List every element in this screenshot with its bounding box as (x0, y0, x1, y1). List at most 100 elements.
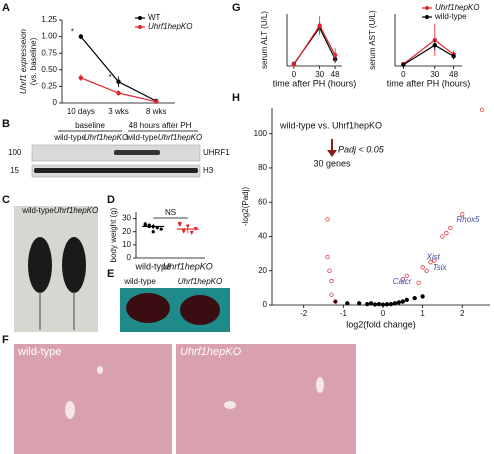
data-point (116, 90, 121, 96)
histology-label: wild-type (17, 346, 61, 358)
legend-label: Uhrf1hepKO (148, 22, 192, 31)
y-tick-label: 0 (127, 253, 132, 262)
blot-lane: Uhrf1hepKO (158, 133, 202, 142)
legend-marker (138, 25, 142, 29)
data-point (420, 294, 425, 299)
data-point (416, 280, 421, 285)
legend-marker (138, 16, 142, 20)
data-point (388, 301, 394, 307)
data-point (401, 62, 406, 67)
data-point (428, 260, 433, 265)
data-point (325, 254, 330, 260)
panel-letter: F (2, 334, 9, 346)
data-point (432, 258, 437, 263)
data-point (325, 217, 330, 222)
data-point (177, 221, 182, 226)
data-point (116, 79, 121, 84)
panel-letter: H (232, 92, 240, 104)
x-tick-label: Uhrf1hepKO (163, 261, 213, 271)
x-tick-label: 10 days (67, 107, 95, 116)
x-axis-label: log2(fold change) (346, 319, 416, 329)
data-point (345, 301, 350, 306)
legend-marker (425, 6, 429, 10)
photo-label: wild-type (21, 206, 54, 215)
data-point (151, 230, 155, 234)
y-tick-label: 10 (122, 240, 131, 249)
data-point (78, 75, 84, 80)
data-point (78, 34, 84, 39)
significance-label: NS (165, 208, 176, 217)
panel-letter: A (2, 2, 10, 14)
data-point (181, 229, 186, 234)
x-tick-label: 2 (460, 309, 465, 318)
gene-label: Rhox5 (456, 215, 480, 224)
data-point (357, 301, 362, 306)
x-tick-label: -1 (340, 309, 348, 318)
data-point (153, 99, 159, 104)
x-tick-label: 8 wks (146, 107, 166, 116)
y-tick-label: 40 (258, 232, 267, 241)
panel-letter: C (2, 194, 10, 206)
data-point (404, 297, 409, 303)
blot-group: 48 hours after PH (129, 121, 192, 130)
y-tick-label: 1.25 (41, 15, 57, 24)
mouse-photo: wild-type Uhrf1hepKO (14, 206, 98, 332)
data-point (479, 107, 485, 112)
y-tick-label: 80 (258, 163, 267, 172)
data-point (317, 23, 322, 28)
annotation: 30 genes (313, 158, 351, 168)
data-point (396, 300, 401, 305)
data-point (329, 292, 334, 297)
data-point (412, 295, 417, 301)
data-point (400, 299, 405, 304)
y-tick-label: 100 (254, 129, 268, 138)
y-tick-label: 0 (53, 98, 58, 107)
data-point (368, 301, 374, 306)
data-point (291, 62, 297, 67)
photo-label: wild-type (123, 277, 156, 286)
histology: wild-type Uhrf1hepKO (14, 344, 356, 454)
data-point (392, 301, 398, 306)
blot-protein: H3 (203, 166, 214, 175)
panel-letter: D (107, 194, 115, 206)
panel-letter: B (2, 118, 10, 130)
data-point (332, 52, 338, 58)
y-tick-label: 20 (258, 266, 267, 275)
gene-label: Xist (426, 252, 441, 261)
y-tick-label: 20 (122, 227, 131, 236)
x-tick-label: -2 (300, 309, 308, 318)
data-point (460, 212, 465, 217)
data-point (420, 265, 425, 270)
histology-label: Uhrf1hepKO (180, 346, 242, 358)
annotation: Padj < 0.05 (338, 144, 385, 154)
data-point (404, 273, 409, 279)
x-tick-label: 0 (401, 70, 406, 79)
y-axis-label: Uhrf1 expresseion (19, 28, 28, 93)
legend-label: Uhrf1hepKO (435, 3, 479, 12)
legend-label: WT (148, 13, 161, 22)
x-tick-label: 0 (381, 309, 386, 318)
data-point (440, 234, 445, 239)
blot-group: baseline (75, 121, 105, 130)
legend-label: wild-type (434, 12, 467, 21)
x-tick-label: 30 (430, 70, 439, 79)
blot-marker: 15 (10, 166, 19, 175)
data-point (327, 268, 332, 273)
x-tick-label: 3 wks (108, 107, 128, 116)
y-tick-label: 0.50 (41, 65, 57, 74)
y-axis-label: serum AST (U/L) (368, 10, 377, 70)
panel-letter: G (232, 2, 241, 14)
series-line (293, 24, 336, 65)
data-point (400, 277, 405, 282)
significance-mark: * (109, 73, 112, 82)
x-axis-label: time after PH (hours) (387, 78, 471, 88)
gene-label: Tsix (433, 263, 448, 272)
x-tick-label: 0 (292, 70, 297, 79)
y-axis-label: (vs. baseline) (29, 37, 38, 85)
data-point (380, 302, 386, 307)
data-point (333, 299, 338, 304)
blot-lane: wild-type (125, 133, 158, 142)
y-tick-label: 0.75 (41, 48, 57, 57)
